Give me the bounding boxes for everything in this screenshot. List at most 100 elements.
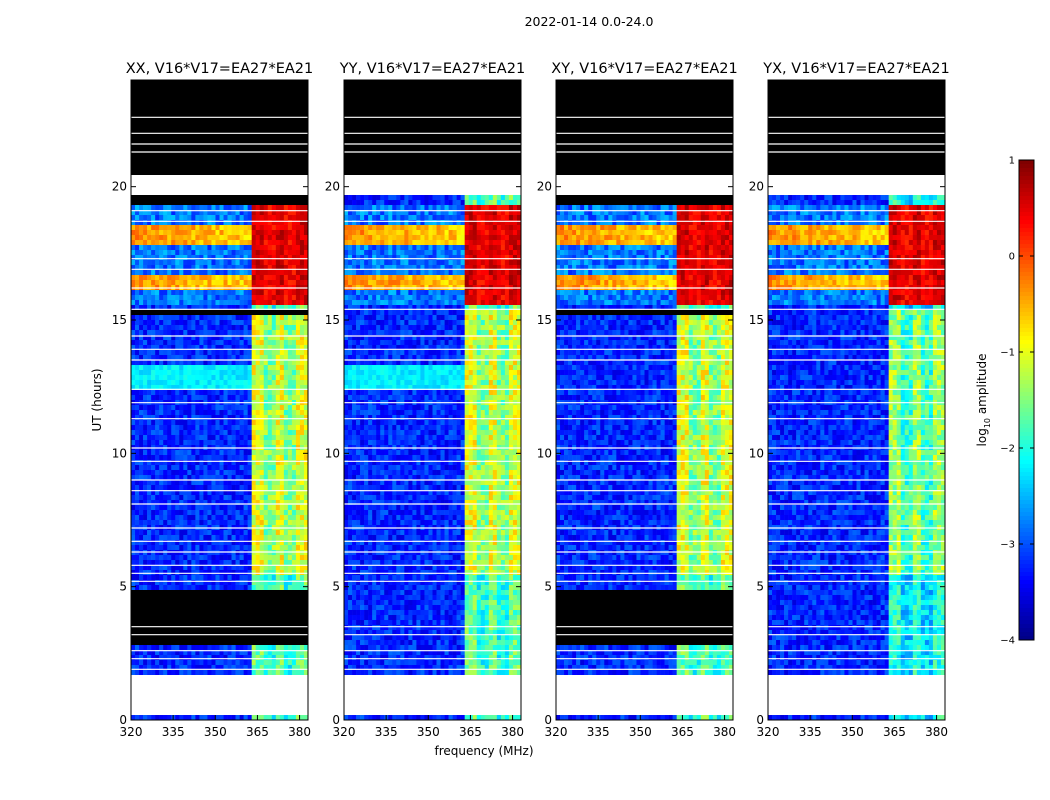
- heatmap-cell: [175, 300, 180, 306]
- heatmap-cell: [171, 560, 176, 566]
- heatmap-cell: [404, 225, 409, 231]
- heatmap-cell: [412, 205, 417, 211]
- heatmap-cell: [179, 300, 184, 306]
- heatmap-cell: [452, 195, 457, 201]
- heatmap-cell: [283, 335, 289, 341]
- heatmap-cell: [191, 530, 196, 536]
- heatmap-cell: [348, 280, 353, 286]
- heatmap-cell: [299, 415, 305, 421]
- heatmap-cell: [191, 660, 196, 666]
- heatmap-cell: [191, 455, 196, 461]
- heatmap-cell: [163, 250, 168, 256]
- heatmap-cell: [155, 250, 160, 256]
- heatmap-cell: [195, 225, 200, 231]
- heatmap-cell: [360, 195, 365, 201]
- heatmap-cell: [239, 535, 244, 541]
- heatmap-cell: [223, 580, 228, 586]
- heatmap-cell: [267, 290, 273, 296]
- heatmap-cell: [396, 210, 401, 216]
- heatmap-cell: [239, 455, 244, 461]
- heatmap-cell: [348, 290, 353, 296]
- flagged-row: [131, 630, 308, 636]
- heatmap-cell: [303, 490, 309, 496]
- heatmap-cell: [211, 500, 216, 506]
- heatmap-cell: [275, 325, 281, 331]
- heatmap-cell: [408, 235, 413, 241]
- heatmap-cell: [211, 550, 216, 556]
- heatmap-cell: [303, 270, 309, 276]
- heatmap-cell: [231, 230, 236, 236]
- heatmap-cell: [279, 330, 285, 336]
- heatmap-cell: [392, 240, 397, 246]
- heatmap-cell: [179, 560, 184, 566]
- heatmap-cell: [259, 575, 265, 581]
- heatmap-cell: [167, 440, 172, 446]
- heatmap-cell: [287, 235, 293, 241]
- heatmap-cell: [207, 550, 212, 556]
- heatmap-cell: [480, 245, 486, 251]
- heatmap-cell: [143, 545, 148, 551]
- heatmap-cell: [147, 370, 152, 376]
- heatmap-cell: [131, 355, 136, 361]
- heatmap-cell: [283, 245, 289, 251]
- heatmap-cell: [267, 455, 273, 461]
- heatmap-cell: [295, 250, 301, 256]
- heatmap-cell: [235, 520, 240, 526]
- heatmap-cell: [211, 245, 216, 251]
- heatmap-cell: [476, 260, 482, 266]
- heatmap-cell: [291, 280, 297, 286]
- heatmap-cell: [283, 360, 289, 366]
- heatmap-cell: [303, 345, 309, 351]
- heatmap-cell: [231, 355, 236, 361]
- heatmap-cell: [227, 470, 232, 476]
- heatmap-cell: [167, 325, 172, 331]
- heatmap-cell: [187, 530, 192, 536]
- heatmap-cell: [223, 395, 228, 401]
- heatmap-cell: [203, 390, 208, 396]
- heatmap-cell: [372, 230, 377, 236]
- heatmap-cell: [360, 245, 365, 251]
- heatmap-cell: [492, 295, 498, 301]
- heatmap-cell: [291, 385, 297, 391]
- heatmap-cell: [231, 265, 236, 271]
- heatmap-cell: [143, 270, 148, 276]
- heatmap-cell: [275, 340, 281, 346]
- heatmap-cell: [211, 555, 216, 561]
- heatmap-cell: [167, 485, 172, 491]
- heatmap-cell: [163, 330, 168, 336]
- heatmap-cell: [436, 210, 441, 216]
- heatmap-cell: [259, 345, 265, 351]
- heatmap-cell: [163, 210, 168, 216]
- heatmap-cell: [239, 450, 244, 456]
- heatmap-cell: [267, 255, 273, 261]
- heatmap-cell: [163, 540, 168, 546]
- heatmap-cell: [175, 280, 180, 286]
- heatmap-cell: [219, 565, 224, 571]
- flagged-row: [344, 130, 521, 136]
- heatmap-cell: [203, 365, 208, 371]
- heatmap-cell: [500, 280, 506, 286]
- heatmap-cell: [400, 300, 405, 306]
- heatmap-cell: [191, 235, 196, 241]
- heatmap-cell: [155, 550, 160, 556]
- heatmap-cell: [255, 645, 261, 651]
- heatmap-cell: [412, 210, 417, 216]
- heatmap-cell: [460, 235, 465, 241]
- heatmap-cell: [480, 315, 486, 321]
- heatmap-cell: [512, 260, 518, 266]
- heatmap-cell: [448, 215, 453, 221]
- heatmap-cell: [263, 580, 269, 586]
- heatmap-cell: [199, 440, 204, 446]
- heatmap-cell: [275, 455, 281, 461]
- heatmap-cell: [195, 550, 200, 556]
- heatmap-cell: [255, 355, 261, 361]
- heatmap-cell: [251, 545, 257, 551]
- heatmap-cell: [424, 230, 429, 236]
- heatmap-cell: [295, 650, 301, 656]
- heatmap-cell: [255, 560, 261, 566]
- heatmap-cell: [287, 330, 293, 336]
- heatmap-cell: [440, 210, 445, 216]
- heatmap-cell: [432, 290, 437, 296]
- heatmap-cell: [199, 540, 204, 546]
- heatmap-cell: [267, 500, 273, 506]
